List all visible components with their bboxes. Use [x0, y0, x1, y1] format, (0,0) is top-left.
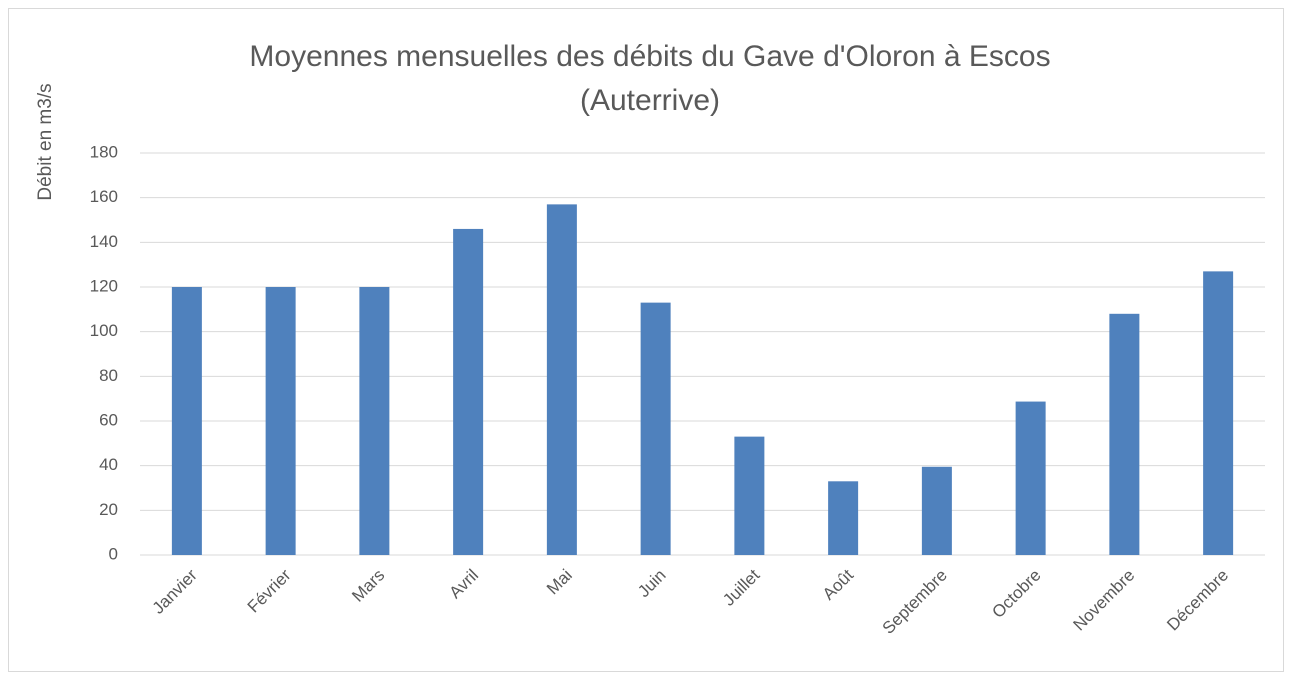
y-tick-label: 120	[90, 276, 118, 295]
y-tick-label: 80	[99, 366, 118, 385]
y-tick-label: 60	[99, 410, 118, 429]
y-tick-label: 140	[90, 232, 118, 251]
bar	[1109, 313, 1140, 555]
bar	[359, 287, 390, 555]
bar	[1203, 271, 1234, 555]
bar	[828, 481, 859, 555]
y-tick-label: 0	[109, 544, 118, 563]
bar	[734, 436, 765, 555]
chart-title: (Auterrive)	[580, 84, 720, 117]
bar	[640, 302, 671, 555]
y-tick-label: 160	[90, 187, 118, 206]
bar	[546, 204, 577, 555]
y-tick-label: 40	[99, 455, 118, 474]
bar	[1015, 401, 1046, 555]
y-tick-label: 100	[90, 321, 118, 340]
bar	[453, 228, 484, 555]
bar	[171, 287, 202, 555]
bar	[265, 287, 296, 555]
y-tick-label: 180	[90, 142, 118, 161]
y-tick-label: 20	[99, 500, 118, 519]
chart-title: Moyennes mensuelles des débits du Gave d…	[249, 40, 1050, 73]
y-axis-label: Débit en m3/s	[35, 83, 56, 200]
bar	[921, 466, 952, 555]
